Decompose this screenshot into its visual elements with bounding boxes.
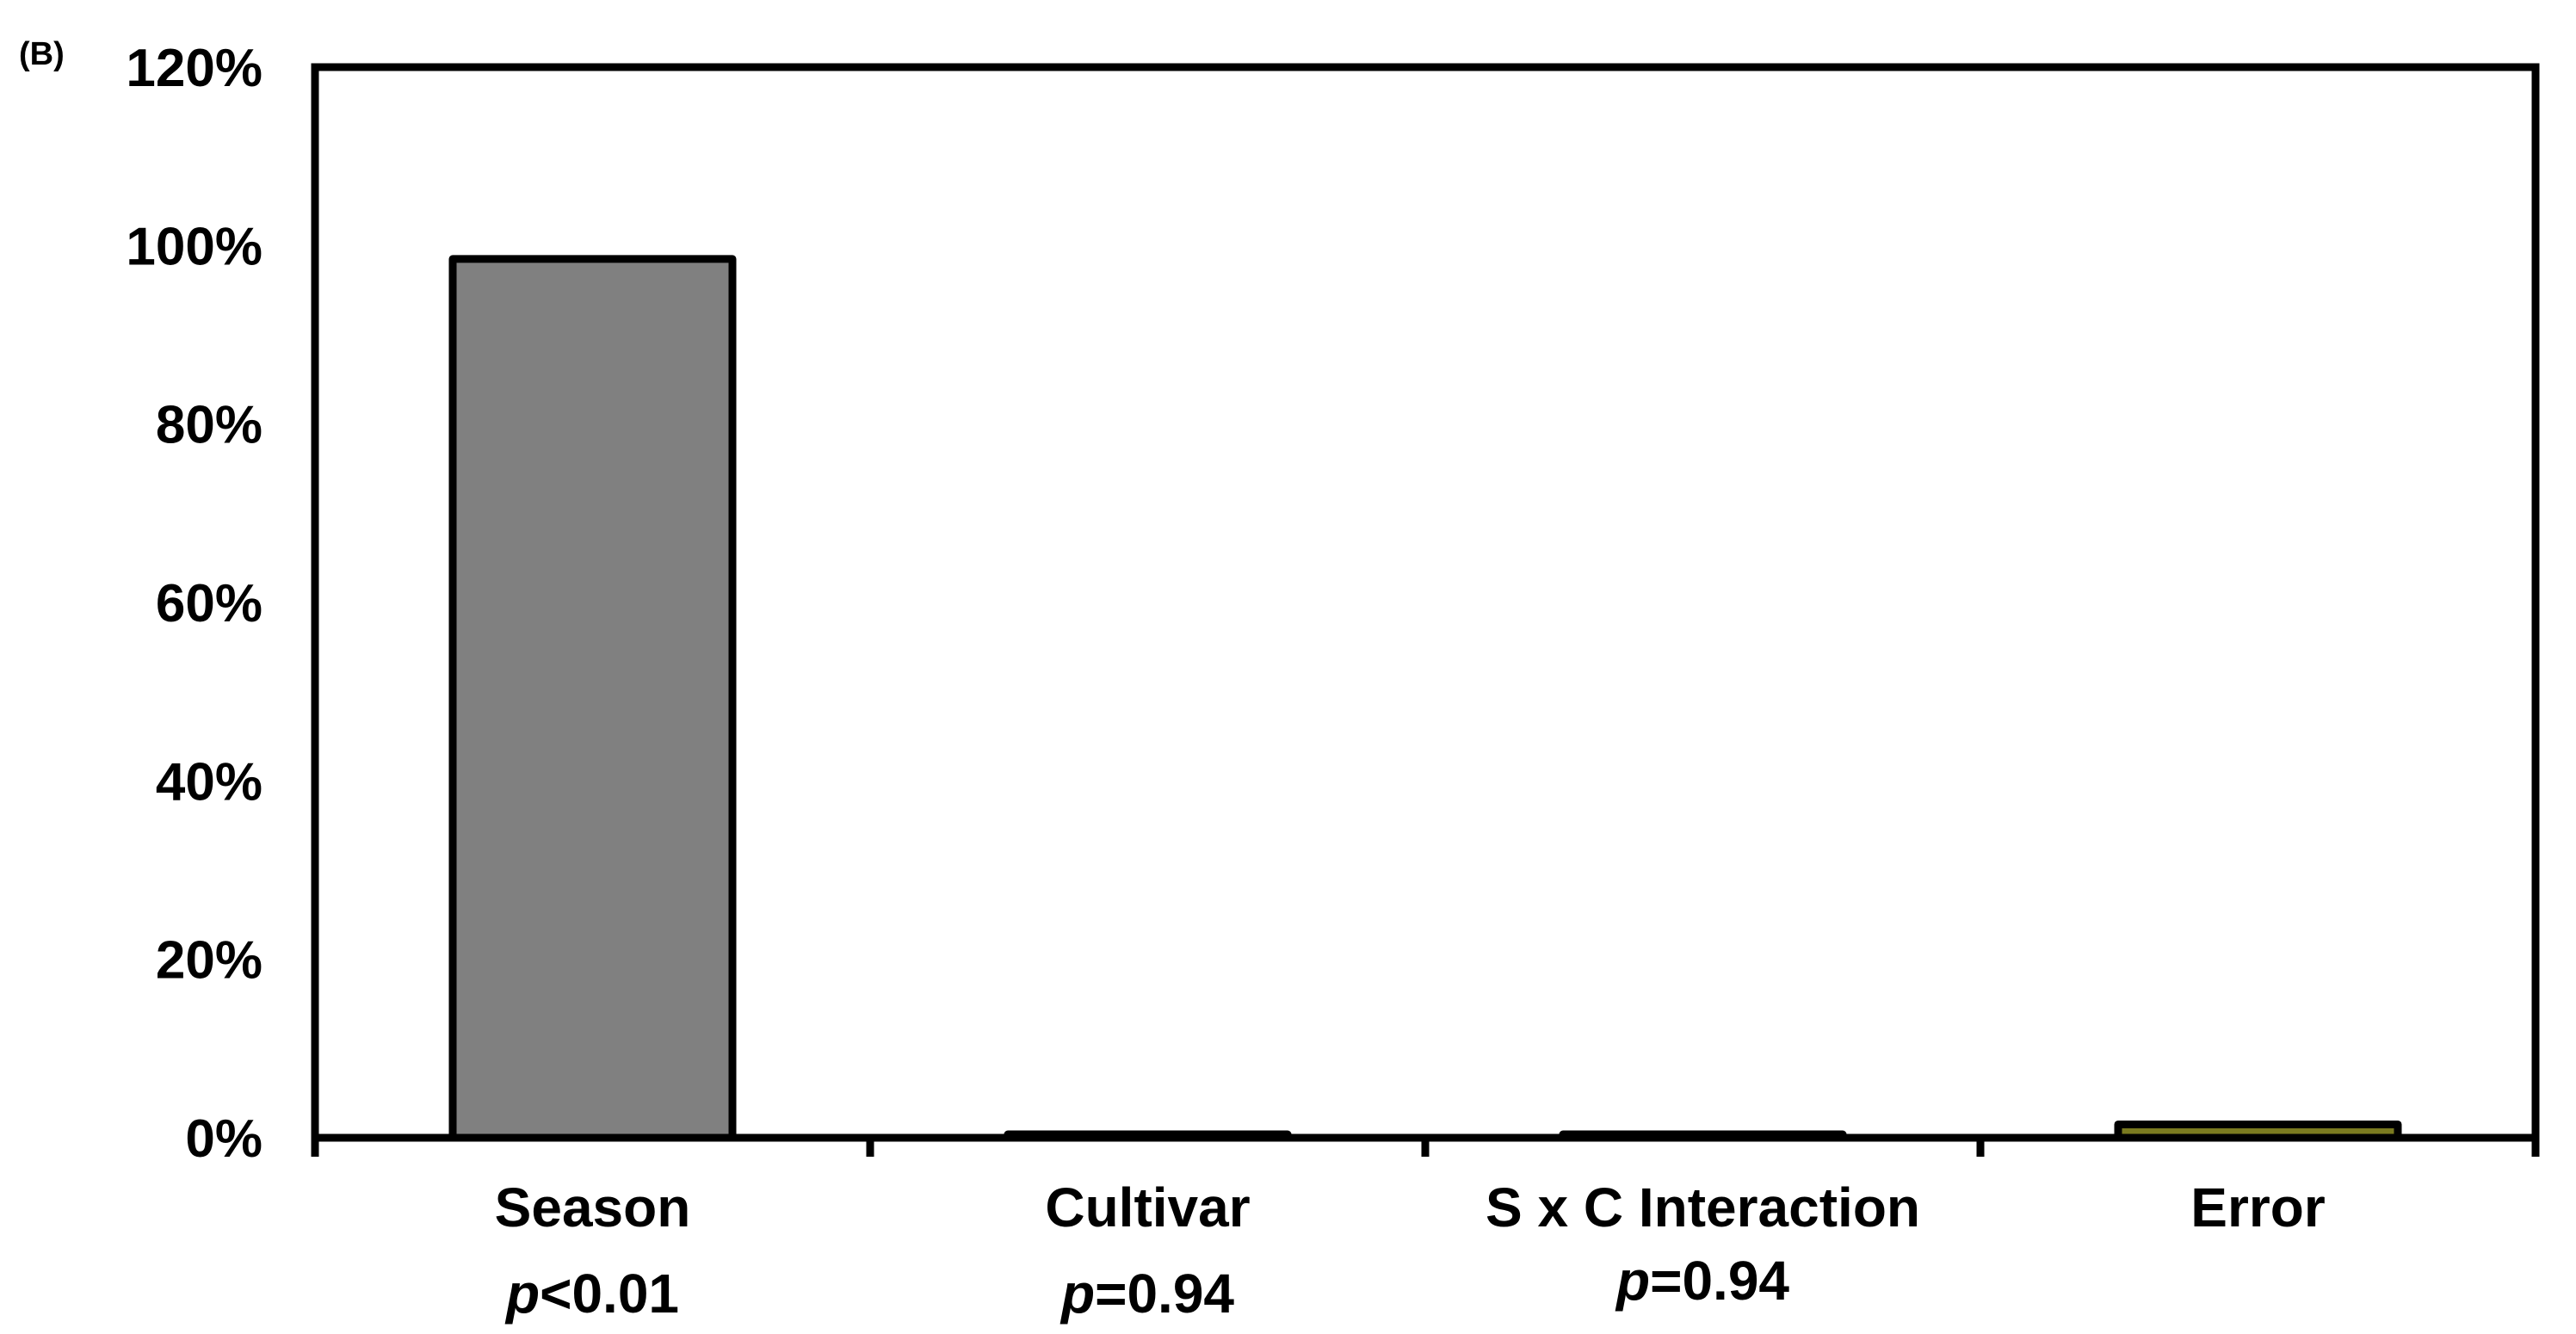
y-tick-label: 40% — [156, 752, 263, 812]
y-tick-label: 0% — [185, 1109, 263, 1169]
p-symbol: p — [1059, 1263, 1095, 1325]
y-tick-label: 80% — [156, 396, 263, 455]
bar-cultivar — [1004, 1130, 1292, 1142]
panel-label: (B) — [19, 36, 65, 72]
p-symbol: p — [1615, 1250, 1650, 1312]
bar-s-x-c-interaction — [1559, 1130, 1847, 1142]
p-symbol: p — [504, 1263, 540, 1325]
y-tick-label: 120% — [126, 39, 263, 98]
x-pvalue-label: p<0.01 — [504, 1263, 679, 1325]
x-pvalue-label: p=0.94 — [1059, 1263, 1234, 1325]
y-tick-label: 100% — [126, 217, 263, 276]
x-category-label: S x C Interaction — [1486, 1177, 1920, 1238]
p-value: =0.94 — [1095, 1263, 1234, 1325]
bars — [448, 255, 2402, 1142]
y-axis-ticks: 0% 20% 40% 60% 80% 100% 120% — [126, 39, 263, 1169]
y-tick-label: 20% — [156, 931, 263, 991]
p-value: <0.01 — [540, 1263, 679, 1325]
x-pvalue-label: p=0.94 — [1615, 1250, 1789, 1312]
p-value: =0.94 — [1650, 1250, 1789, 1312]
x-category-label: Season — [495, 1177, 691, 1238]
bar-error — [2114, 1120, 2402, 1142]
x-category-label: Cultivar — [1045, 1177, 1250, 1238]
x-category-label: Error — [2190, 1177, 2326, 1238]
y-tick-label: 60% — [156, 574, 263, 633]
bar-season — [448, 255, 737, 1142]
